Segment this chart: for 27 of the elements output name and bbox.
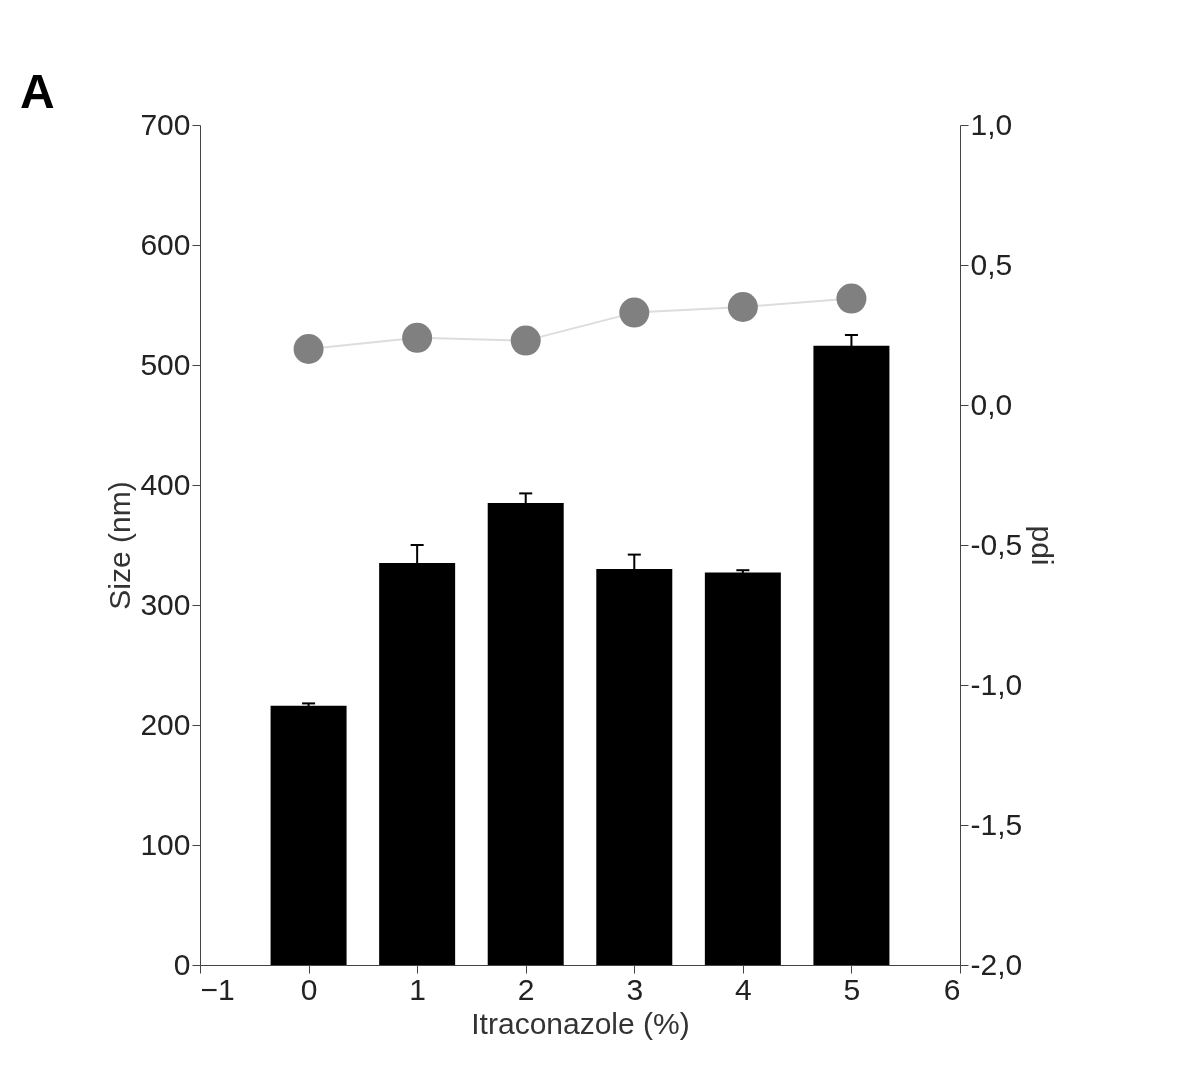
y-tick-label: 500: [140, 347, 191, 381]
x-tick-label: 6: [943, 972, 961, 1006]
y-tick-label: 200: [140, 707, 191, 741]
y2-tick-label: 0,0: [970, 387, 1013, 421]
x-tick-label: −1: [200, 972, 235, 1006]
y2-tick-label: -0,5: [970, 527, 1023, 561]
y2-axis-title: pdi: [1026, 525, 1060, 566]
text: A: [20, 65, 55, 118]
x-tick-label: 4: [735, 972, 752, 1006]
x-axis-title: Itraconazole (%): [471, 1006, 690, 1040]
y-tick-label: 700: [140, 107, 191, 141]
x-tick-label: 1: [409, 972, 426, 1006]
x-tick-label: 2: [517, 972, 535, 1006]
y-tick-label: 400: [140, 467, 191, 501]
y-tick-label: 300: [140, 587, 191, 621]
y2-tick-label: -1,5: [970, 807, 1023, 841]
y-axis-title: Size (nm): [103, 481, 137, 610]
x-tick-label: 5: [843, 972, 861, 1006]
y-tick-label: 100: [140, 827, 191, 861]
x-tick-label: 0: [300, 972, 318, 1006]
y2-tick-label: 1,0: [970, 107, 1013, 141]
y2-tick-label: -2,0: [970, 947, 1023, 981]
y-tick-label: 600: [140, 227, 191, 261]
x-tick-label: 3: [626, 972, 644, 1006]
y2-tick-label: 0,5: [970, 247, 1013, 281]
y2-tick-label: -1,0: [970, 667, 1023, 701]
y-tick-label: 0: [173, 947, 191, 981]
